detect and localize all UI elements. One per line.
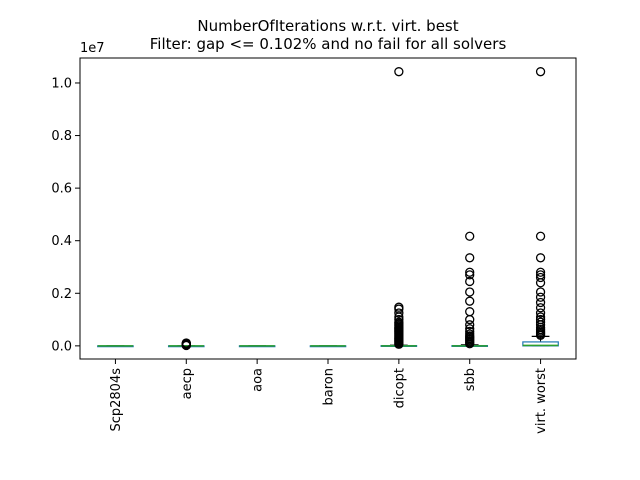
y-tick-label: 0.2 [51,287,72,302]
chart-subtitle: Filter: gap <= 0.102% and no fail for al… [150,35,507,53]
y-tick-label: 0.8 [51,129,72,144]
flier-point [535,308,546,318]
y-tick-label: 1.0 [51,76,72,91]
flier-point [465,307,475,317]
flier-point [181,338,191,348]
flier-point [465,267,475,277]
flier-point [394,67,404,77]
flier-point [535,314,546,325]
box-2 [238,345,276,348]
flier-point [465,270,475,280]
flier-point [394,308,404,318]
box-6 [522,67,559,347]
flier-point [465,287,475,297]
flier-point [535,297,546,308]
flier-point [394,302,404,312]
x-tick-label: aecp [180,368,195,399]
flier-point [535,253,546,263]
y-tick-label: 0.0 [51,339,72,354]
flier-point [535,231,546,241]
flier-point [535,272,546,283]
box-5 [451,231,489,349]
x-tick-label: Scp2804s [109,368,124,432]
plot-area [97,67,559,351]
flier-point [535,292,546,302]
plot-frame [79,57,577,360]
y-tick-label: 0.4 [51,234,72,249]
chart-title: NumberOfIterations w.r.t. virt. best [197,17,458,35]
flier-point [465,276,475,287]
flier-point [535,267,546,277]
flier-point [465,329,475,339]
flier-point [465,296,475,306]
y-axis-scale-label: 1e7 [80,41,105,56]
box-0 [97,345,134,348]
flier-point [465,253,475,263]
flier-point [535,270,546,280]
flier-point [465,326,475,337]
x-tick-label: sbb [463,368,478,391]
y-tick-label: 0.6 [51,182,72,197]
flier-point [535,287,546,297]
flier-point [394,317,404,327]
flier-point [535,303,546,313]
flier-point [465,320,475,330]
flier-point [535,317,546,327]
x-tick-label: aoa [251,368,266,392]
x-tick-label: virt. worst [534,368,549,434]
flier-point [465,314,475,325]
box-3 [309,345,347,348]
flier-point [535,312,546,322]
flier-point [394,314,404,325]
box-4 [380,67,418,349]
flier-point [465,231,475,241]
flier-point [465,324,475,334]
box-1 [167,338,205,351]
x-tick-label: baron [322,368,337,405]
flier-point [535,67,546,77]
x-tick-label: dicopt [392,368,407,408]
